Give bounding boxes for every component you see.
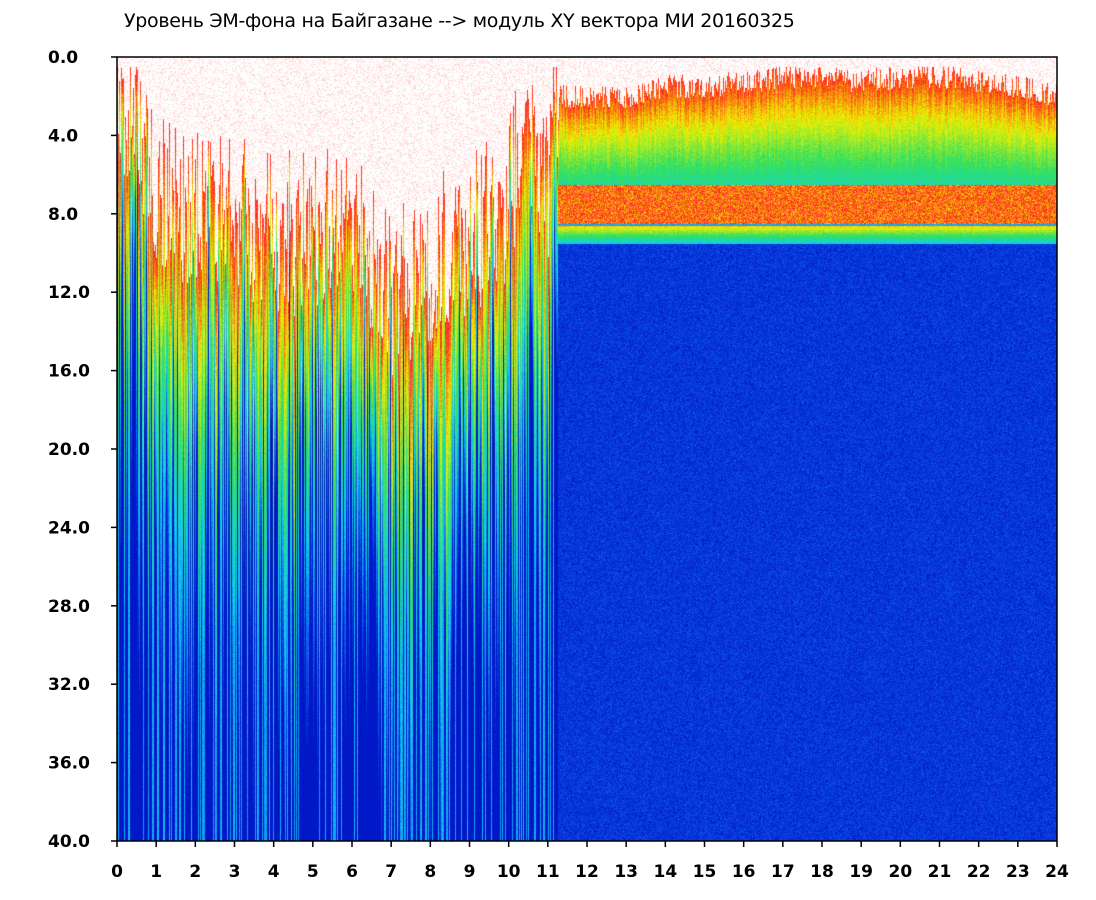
x-tick-label: 20 <box>888 862 912 882</box>
y-tick-label: 28.0 <box>48 597 90 617</box>
y-tick-label: 0.0 <box>48 48 78 68</box>
x-tick-label: 0 <box>111 862 123 882</box>
x-tick-label: 13 <box>614 862 638 882</box>
x-axis-labels: 0 1 2 3 4 5 6 7 8 9 10 11 12 13 14 15 16 17 18 19 20 21 22 23 24 <box>111 862 1069 882</box>
x-tick-label: 7 <box>385 862 397 882</box>
x-tick-label: 22 <box>967 862 991 882</box>
y-tick-label: 16.0 <box>48 362 90 382</box>
x-tick-label: 4 <box>268 862 280 882</box>
x-tick-label: 1 <box>150 862 162 882</box>
y-tick-label: 4.0 <box>48 126 78 146</box>
x-tick-label: 17 <box>771 862 795 882</box>
x-tick-label: 5 <box>307 862 319 882</box>
x-tick-label: 18 <box>810 862 834 882</box>
x-tick-label: 21 <box>928 862 952 882</box>
x-tick-label: 19 <box>849 862 873 882</box>
x-tick-label: 6 <box>346 862 358 882</box>
x-tick-label: 23 <box>1006 862 1030 882</box>
x-tick-label: 12 <box>575 862 599 882</box>
x-tick-label: 11 <box>536 862 560 882</box>
y-tick-label: 20.0 <box>48 440 90 460</box>
y-tick-label: 40.0 <box>48 832 90 852</box>
x-tick-label: 24 <box>1045 862 1069 882</box>
y-axis-ticks <box>111 56 117 842</box>
chart-title: Уровень ЭМ-фона на Байгазане --> модуль … <box>124 10 795 32</box>
heatmap-canvas <box>117 57 1057 841</box>
x-tick-label: 10 <box>497 862 521 882</box>
x-axis-ticks <box>116 841 1058 847</box>
y-tick-label: 12.0 <box>48 283 90 303</box>
y-tick-label: 32.0 <box>48 675 90 695</box>
x-tick-label: 16 <box>732 862 756 882</box>
y-tick-label: 36.0 <box>48 754 90 774</box>
x-tick-label: 8 <box>424 862 436 882</box>
y-tick-label: 24.0 <box>48 518 90 538</box>
x-tick-label: 2 <box>189 862 201 882</box>
y-axis-labels: 0.0 4.0 8.0 12.0 16.0 20.0 24.0 28.0 32.0 36.0 40.… <box>48 48 90 852</box>
x-tick-label: 15 <box>693 862 717 882</box>
x-tick-label: 14 <box>653 862 677 882</box>
x-tick-label: 3 <box>229 862 241 882</box>
heatmap-container <box>117 57 1057 841</box>
y-tick-label: 8.0 <box>48 205 78 225</box>
x-tick-label: 9 <box>464 862 476 882</box>
